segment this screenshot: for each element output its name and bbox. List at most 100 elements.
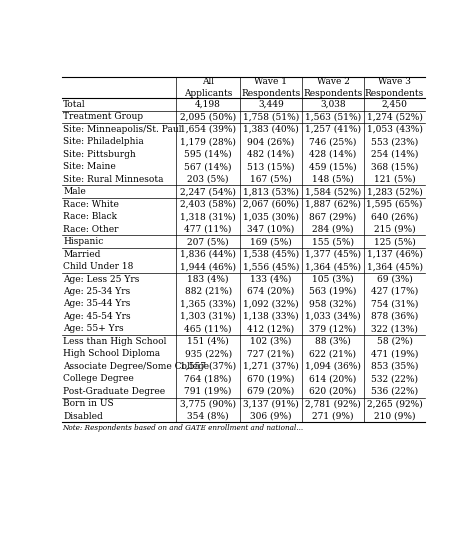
Text: 215 (9%): 215 (9%): [374, 225, 415, 234]
Text: 553 (23%): 553 (23%): [371, 137, 418, 147]
Text: Hispanic: Hispanic: [63, 237, 104, 246]
Text: Site: Rural Minnesota: Site: Rural Minnesota: [63, 175, 164, 184]
Text: 614 (20%): 614 (20%): [309, 374, 357, 384]
Text: 347 (10%): 347 (10%): [247, 225, 294, 234]
Text: 1,563 (51%): 1,563 (51%): [305, 112, 361, 122]
Text: 471 (19%): 471 (19%): [371, 350, 418, 359]
Text: 1,283 (52%): 1,283 (52%): [367, 187, 422, 196]
Text: Male: Male: [63, 187, 86, 196]
Text: 670 (19%): 670 (19%): [247, 374, 294, 384]
Text: 151 (4%): 151 (4%): [187, 337, 229, 346]
Text: Age: 35-44 Yrs: Age: 35-44 Yrs: [63, 300, 131, 309]
Text: Post-Graduate Degree: Post-Graduate Degree: [63, 387, 165, 396]
Text: 155 (5%): 155 (5%): [312, 237, 354, 246]
Text: 1,271 (37%): 1,271 (37%): [243, 362, 299, 371]
Text: 746 (25%): 746 (25%): [309, 137, 357, 147]
Text: 306 (9%): 306 (9%): [250, 412, 292, 421]
Text: 121 (5%): 121 (5%): [374, 175, 415, 184]
Text: 1,053 (43%): 1,053 (43%): [367, 125, 422, 134]
Text: Married: Married: [63, 250, 101, 259]
Text: Site: Philadelphia: Site: Philadelphia: [63, 137, 144, 147]
Text: 1,758 (51%): 1,758 (51%): [243, 112, 299, 122]
Text: 167 (5%): 167 (5%): [250, 175, 292, 184]
Text: 2,247 (54%): 2,247 (54%): [180, 187, 236, 196]
Text: 595 (14%): 595 (14%): [184, 150, 232, 159]
Text: 1,303 (31%): 1,303 (31%): [180, 312, 236, 321]
Text: Treatment Group: Treatment Group: [63, 112, 143, 122]
Text: 1,377 (45%): 1,377 (45%): [305, 250, 361, 259]
Text: Wave 3
Respondents: Wave 3 Respondents: [365, 77, 424, 98]
Text: 284 (9%): 284 (9%): [312, 225, 354, 234]
Text: 207 (5%): 207 (5%): [187, 237, 229, 246]
Text: 935 (22%): 935 (22%): [185, 350, 232, 359]
Text: 368 (15%): 368 (15%): [371, 162, 418, 171]
Text: 2,067 (60%): 2,067 (60%): [243, 200, 299, 209]
Text: 853 (35%): 853 (35%): [371, 362, 418, 371]
Text: 210 (9%): 210 (9%): [374, 412, 415, 421]
Text: 1,365 (33%): 1,365 (33%): [180, 300, 236, 309]
Text: 183 (4%): 183 (4%): [188, 275, 229, 284]
Text: Site: Maine: Site: Maine: [63, 162, 116, 171]
Text: 254 (14%): 254 (14%): [371, 150, 418, 159]
Text: Child Under 18: Child Under 18: [63, 262, 133, 271]
Text: 4,198: 4,198: [195, 100, 221, 109]
Text: 1,584 (52%): 1,584 (52%): [305, 187, 361, 196]
Text: All
Applicants: All Applicants: [184, 77, 232, 98]
Text: 1,257 (41%): 1,257 (41%): [305, 125, 361, 134]
Text: 882 (21%): 882 (21%): [185, 287, 232, 296]
Text: 1,836 (44%): 1,836 (44%): [180, 250, 236, 259]
Text: 1,887 (62%): 1,887 (62%): [305, 200, 361, 209]
Text: 622 (21%): 622 (21%): [309, 350, 356, 359]
Text: 69 (3%): 69 (3%): [377, 275, 412, 284]
Text: 867 (29%): 867 (29%): [309, 212, 357, 221]
Text: 620 (20%): 620 (20%): [309, 387, 357, 396]
Text: 1,137 (46%): 1,137 (46%): [367, 250, 422, 259]
Text: Born in US: Born in US: [63, 399, 114, 408]
Text: 1,654 (39%): 1,654 (39%): [180, 125, 236, 134]
Text: 3,137 (91%): 3,137 (91%): [243, 399, 299, 408]
Text: Disabled: Disabled: [63, 412, 103, 421]
Text: 88 (3%): 88 (3%): [315, 337, 351, 346]
Text: 640 (26%): 640 (26%): [371, 212, 418, 221]
Text: College Degree: College Degree: [63, 374, 134, 384]
Text: 1,557 (37%): 1,557 (37%): [180, 362, 236, 371]
Text: 958 (32%): 958 (32%): [309, 300, 357, 309]
Text: 379 (12%): 379 (12%): [309, 325, 357, 334]
Text: 477 (11%): 477 (11%): [184, 225, 232, 234]
Text: 203 (5%): 203 (5%): [188, 175, 229, 184]
Text: High School Diploma: High School Diploma: [63, 350, 161, 359]
Text: Age: Less 25 Yrs: Age: Less 25 Yrs: [63, 275, 140, 284]
Text: 427 (17%): 427 (17%): [371, 287, 418, 296]
Text: 764 (18%): 764 (18%): [184, 374, 232, 384]
Text: 412 (12%): 412 (12%): [247, 325, 294, 334]
Text: Race: White: Race: White: [63, 200, 119, 209]
Text: Age: 55+ Yrs: Age: 55+ Yrs: [63, 325, 124, 334]
Text: 459 (15%): 459 (15%): [309, 162, 357, 171]
Text: 2,781 (92%): 2,781 (92%): [305, 399, 361, 408]
Text: 674 (20%): 674 (20%): [247, 287, 294, 296]
Text: Total: Total: [63, 100, 86, 109]
Text: 2,450: 2,450: [381, 100, 408, 109]
Text: Associate Degree/Some College: Associate Degree/Some College: [63, 362, 209, 371]
Text: 102 (3%): 102 (3%): [250, 337, 292, 346]
Text: 1,033 (34%): 1,033 (34%): [305, 312, 361, 321]
Text: Race: Other: Race: Other: [63, 225, 119, 234]
Text: 1,179 (28%): 1,179 (28%): [180, 137, 236, 147]
Text: 679 (20%): 679 (20%): [247, 387, 294, 396]
Text: 1,092 (32%): 1,092 (32%): [243, 300, 299, 309]
Text: 1,538 (45%): 1,538 (45%): [243, 250, 299, 259]
Text: 1,035 (30%): 1,035 (30%): [243, 212, 299, 221]
Text: 1,364 (45%): 1,364 (45%): [367, 262, 423, 271]
Text: 1,595 (65%): 1,595 (65%): [366, 200, 423, 209]
Text: 1,138 (33%): 1,138 (33%): [243, 312, 299, 321]
Text: 482 (14%): 482 (14%): [247, 150, 294, 159]
Text: 58 (2%): 58 (2%): [377, 337, 412, 346]
Text: Age: 25-34 Yrs: Age: 25-34 Yrs: [63, 287, 131, 296]
Text: 148 (5%): 148 (5%): [312, 175, 354, 184]
Text: 1,094 (36%): 1,094 (36%): [305, 362, 361, 371]
Text: Wave 1
Respondents: Wave 1 Respondents: [241, 77, 301, 98]
Text: 1,556 (45%): 1,556 (45%): [243, 262, 299, 271]
Text: Less than High School: Less than High School: [63, 337, 167, 346]
Text: 125 (5%): 125 (5%): [374, 237, 416, 246]
Text: 513 (15%): 513 (15%): [247, 162, 294, 171]
